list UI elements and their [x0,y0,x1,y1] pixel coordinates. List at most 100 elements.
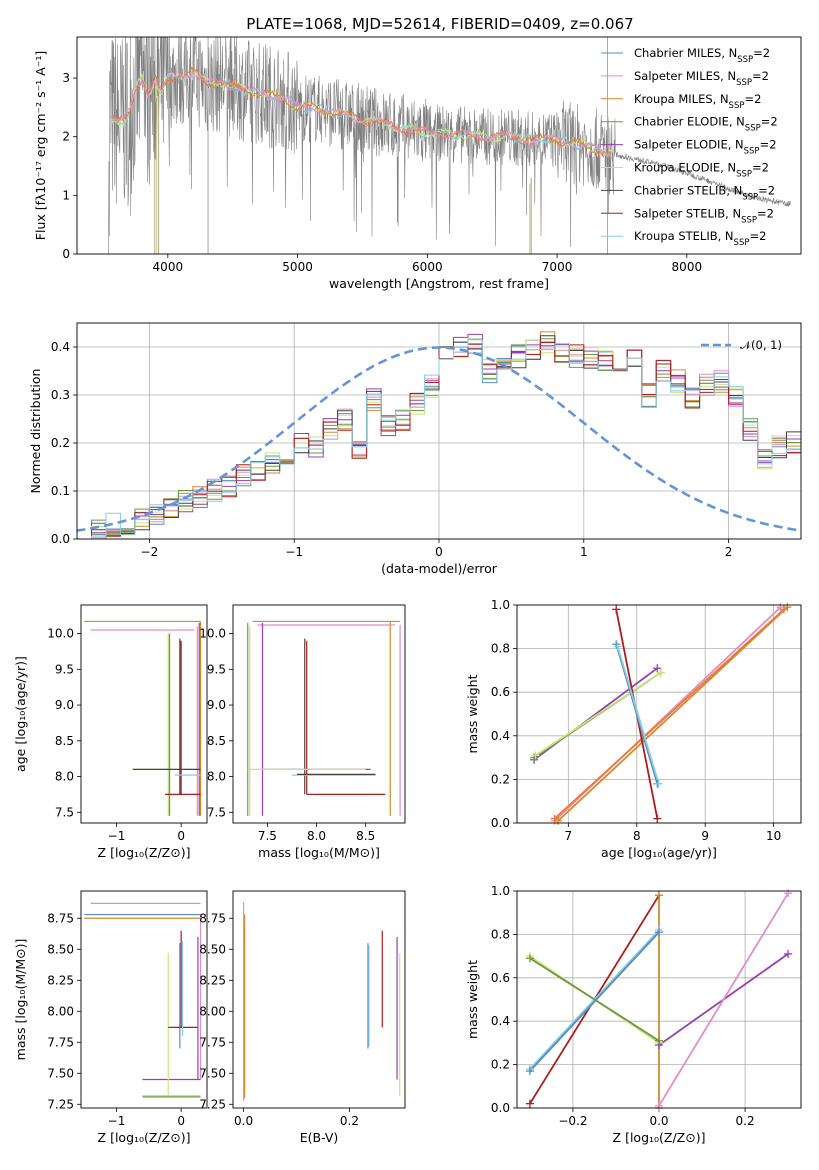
x-axis-label: Z [log₁₀(Z/Z⊙)] [613,1130,706,1145]
legend-suffix: =2 [752,69,769,83]
y-tick-label: 0.4 [491,1014,510,1028]
legend-name: Salpeter MILES, N [634,69,736,83]
panel-weight_vs_Z: −0.2 0.0 0.2 0.0 0.2 0.4 0.6 0.8 1.0 Z [log₁₀(Z/Z… [465,884,802,1145]
y-tick-label: 8.25 [199,973,226,987]
x-tick-label: 0.2 [736,1114,755,1128]
plot-area [247,620,401,816]
x-tick-label: 8 [633,829,641,843]
plot-area [242,902,401,1101]
weight-line [553,608,785,820]
legend-sub: SSP [737,55,753,65]
x-axis-label: Z [log₁₀(Z/Z⊙)] [98,845,191,860]
model-spectrum-line [110,71,612,158]
x-tick-label: 9 [701,829,709,843]
legend-sub: SSP [736,78,752,88]
x-tick-label: 10 [766,829,781,843]
legend-sub: SSP [741,215,757,225]
legend-label: Chabrier ELODIE, NSSP=2 [634,115,778,134]
y-tick-label: 7.50 [199,1066,226,1080]
y-tick-label: 0.1 [51,484,70,498]
legend-label: Salpeter MILES, NSSP=2 [634,69,769,88]
legend-sub: SSP [744,147,760,157]
legend-name: Salpeter ELODIE, N [634,138,744,152]
y-tick-label: 10.0 [199,627,226,641]
y-tick-label: 1 [62,188,70,202]
figure-title: PLATE=1068, MJD=52614, FIBERID=0409, z=0… [246,15,633,33]
y-tick-label: 9.0 [207,698,226,712]
legend-sub: SSP [734,238,750,248]
panel-spectrum: 4000 5000 6000 7000 8000 0 1 2 3 wavelength [Angs… [33,36,802,291]
legend-sub: SSP [729,101,745,111]
x-tick-label: 7000 [542,260,573,274]
y-axis-label: mass [log₁₀(M/M⊙)] [13,939,28,1061]
histogram-step [77,339,801,539]
y-tick-label: 8.75 [199,911,226,925]
legend-name: Kroupa ELODIE, N [634,161,736,175]
legend-label: Kroupa STELIB, NSSP=2 [634,229,766,248]
y-tick-label: 8.00 [199,1004,226,1018]
axes-frame [516,604,802,824]
legend-suffix: =2 [749,229,766,243]
y-tick-label: 7.25 [199,1097,226,1111]
axes-frame [76,322,802,540]
panel-residuals: −2 −1 0 1 2 0.0 0.1 0.2 0.3 0.4 (data-model)/error… [28,322,802,576]
x-axis-label: Z [log₁₀(Z/Z⊙)] [98,1130,191,1145]
histogram-step [77,342,801,539]
weight-line [529,931,660,1072]
weight-line [658,892,789,1107]
plot-area [517,605,801,823]
y-tick-label: 0.0 [491,1101,510,1115]
legend-sub: SSP [736,170,752,180]
y-tick-label: 9.5 [55,662,74,676]
x-axis-label: (data-model)/error [381,561,498,576]
y-tick-label: 0.6 [491,685,510,699]
y-tick-label: 7.5 [207,805,226,819]
y-tick-label: 9.0 [55,698,74,712]
y-tick-label: 8.5 [207,734,226,748]
axes-frame [516,890,802,1109]
legend-suffix: =2 [761,115,778,129]
y-tick-label: 7.75 [199,1035,226,1049]
axes-frame [80,890,208,1109]
y-tick-label: 9.5 [207,662,226,676]
y-tick-label: 1.0 [491,598,510,612]
x-tick-label: 8.5 [356,829,375,843]
y-tick-label: 7.25 [47,1097,74,1111]
axes-frame [76,36,802,255]
y-tick-label: 0.2 [491,1058,510,1072]
panel-age_vs_mass: 7.5 8.0 8.5 7.5 8.0 8.5 9.0 9.5 10.0 mass [log₁₀(… [199,604,406,860]
y-tick-label: 0.0 [491,816,510,830]
legend-name: Chabrier STELIB, N [634,183,742,197]
legend-label: Salpeter STELIB, NSSP=2 [634,206,774,225]
panel-age_vs_Z: −1 0 7.5 8.0 8.5 9.0 9.5 10.0 Z [log₁₀(Z/Z⊙)] age… [13,604,208,860]
x-tick-label: 5000 [282,260,313,274]
x-tick-label: −1 [108,829,126,843]
legend-label: Chabrier STELIB, NSSP=2 [634,183,775,202]
legend-name: Chabrier ELODIE, N [634,115,745,129]
legend-label: Kroupa ELODIE, NSSP=2 [634,161,769,180]
y-tick-label: 8.75 [47,911,74,925]
normal-curve [77,346,801,532]
y-tick-label: 0.8 [491,642,510,656]
x-tick-label: 0 [177,1114,185,1128]
legend-label: 𝒩(0, 1) [740,338,782,352]
x-tick-label: 7 [565,829,573,843]
y-tick-label: 7.75 [47,1035,74,1049]
x-axis-label: mass [log₁₀(M/M⊙)] [258,845,380,860]
plot-area [84,620,202,816]
x-tick-label: 7.5 [258,829,277,843]
plot-area [84,902,202,1098]
model-spectrum-line [110,66,612,157]
legend-suffix: =2 [753,46,770,60]
x-tick-label: 4000 [153,260,184,274]
histogram-step [77,339,801,539]
axes-frame [232,890,406,1109]
x-tick-label: 0 [177,829,185,843]
legend-suffix: =2 [757,206,774,220]
panel-mass_vs_Z: −1 0 7.25 7.50 7.75 8.00 8.25 8.50 8.75 Z [log₁₀(… [13,890,208,1145]
x-tick-label: 0.0 [234,1114,253,1128]
y-tick-label: 0.8 [491,927,510,941]
legend-suffix: =2 [744,92,761,106]
legend-name: Kroupa MILES, N [634,92,729,106]
